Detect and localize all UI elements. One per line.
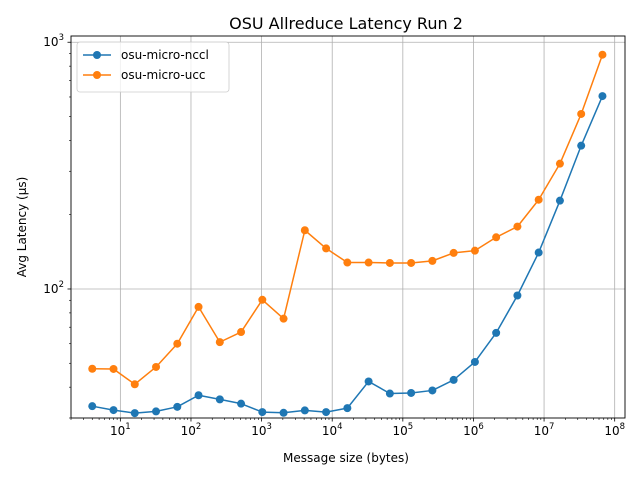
data-point — [215, 338, 224, 347]
x-axis-label: Message size (bytes) — [283, 451, 409, 465]
y-tick-label: 102 — [43, 280, 64, 296]
x-tick-label: 102 — [181, 422, 202, 438]
data-point — [470, 246, 479, 255]
data-point — [194, 391, 203, 400]
data-point — [173, 402, 182, 411]
data-point — [279, 408, 288, 417]
data-point — [492, 233, 501, 242]
data-point — [300, 406, 309, 415]
data-point — [513, 291, 522, 300]
x-tick-label: 108 — [604, 422, 625, 438]
legend-label: osu-micro-ucc — [121, 68, 206, 82]
y-axis-label: Avg Latency (µs) — [15, 177, 29, 278]
x-tick-exponent: 8 — [620, 422, 625, 432]
chart-title: OSU Allreduce Latency Run 2 — [229, 14, 463, 33]
data-point — [598, 50, 607, 59]
x-tick-exponent: 2 — [196, 422, 201, 432]
y-tick-base: 10 — [43, 35, 58, 49]
data-point — [237, 328, 246, 337]
data-point — [555, 196, 564, 205]
grid-lines — [71, 36, 625, 418]
legend-box — [76, 41, 230, 93]
data-point — [385, 258, 394, 267]
data-point — [470, 357, 479, 366]
data-point — [343, 404, 352, 413]
x-tick-exponent: 1 — [125, 422, 130, 432]
data-point — [555, 159, 564, 168]
data-point — [407, 258, 416, 267]
x-tick-exponent: 3 — [267, 422, 272, 432]
data-point — [407, 388, 416, 397]
data-point — [88, 364, 97, 373]
data-point — [343, 258, 352, 267]
legend-label: osu-micro-nccl — [121, 48, 209, 62]
data-point — [237, 399, 246, 408]
data-point — [364, 377, 373, 386]
x-tick-base: 10 — [251, 424, 266, 438]
series-layer — [88, 50, 607, 418]
data-point — [194, 302, 203, 311]
x-tick-label: 106 — [463, 422, 484, 438]
data-point — [130, 380, 139, 389]
data-point — [152, 362, 161, 371]
data-point — [109, 406, 118, 415]
x-tick-label: 101 — [110, 422, 131, 438]
x-tick-base: 10 — [534, 424, 549, 438]
data-point — [492, 328, 501, 337]
x-tick-base: 10 — [322, 424, 337, 438]
data-point — [534, 248, 543, 257]
y-tick-exponent: 3 — [59, 33, 64, 43]
legend-marker — [93, 71, 101, 79]
data-point — [279, 314, 288, 323]
data-point — [428, 256, 437, 265]
y-tick-exponent: 2 — [59, 280, 64, 290]
data-point — [173, 339, 182, 348]
data-point — [109, 364, 118, 373]
data-point — [322, 408, 331, 417]
data-point — [513, 222, 522, 231]
data-point — [598, 92, 607, 101]
x-tick-base: 10 — [181, 424, 196, 438]
y-tick-label: 103 — [43, 33, 64, 49]
data-point — [258, 295, 267, 304]
plot-frame — [70, 35, 626, 419]
x-tick-exponent: 4 — [337, 422, 342, 432]
legend-marker — [93, 51, 101, 59]
data-point — [449, 248, 458, 257]
x-tick-label: 104 — [322, 422, 343, 438]
x-tick-base: 10 — [604, 424, 619, 438]
x-tick-base: 10 — [463, 424, 478, 438]
x-tick-base: 10 — [392, 424, 407, 438]
x-tick-label: 103 — [251, 422, 272, 438]
x-tick-label: 105 — [392, 422, 413, 438]
data-point — [577, 109, 586, 118]
data-point — [428, 386, 437, 395]
data-point — [88, 402, 97, 411]
data-point — [300, 226, 309, 235]
data-point — [364, 258, 373, 267]
x-tick-exponent: 5 — [408, 422, 413, 432]
data-point — [577, 141, 586, 150]
x-tick-exponent: 6 — [478, 422, 483, 432]
x-tick-base: 10 — [110, 424, 125, 438]
y-tick-base: 10 — [43, 282, 58, 296]
x-tick-label: 107 — [534, 422, 555, 438]
data-point — [152, 407, 161, 416]
data-point — [534, 195, 543, 204]
data-point — [385, 389, 394, 398]
legend: osu-micro-nccl osu-micro-ucc — [76, 41, 230, 93]
data-point — [449, 375, 458, 384]
data-point — [258, 408, 267, 417]
data-point — [322, 244, 331, 253]
data-point — [215, 395, 224, 404]
x-tick-exponent: 7 — [549, 422, 554, 432]
data-point — [130, 409, 139, 418]
